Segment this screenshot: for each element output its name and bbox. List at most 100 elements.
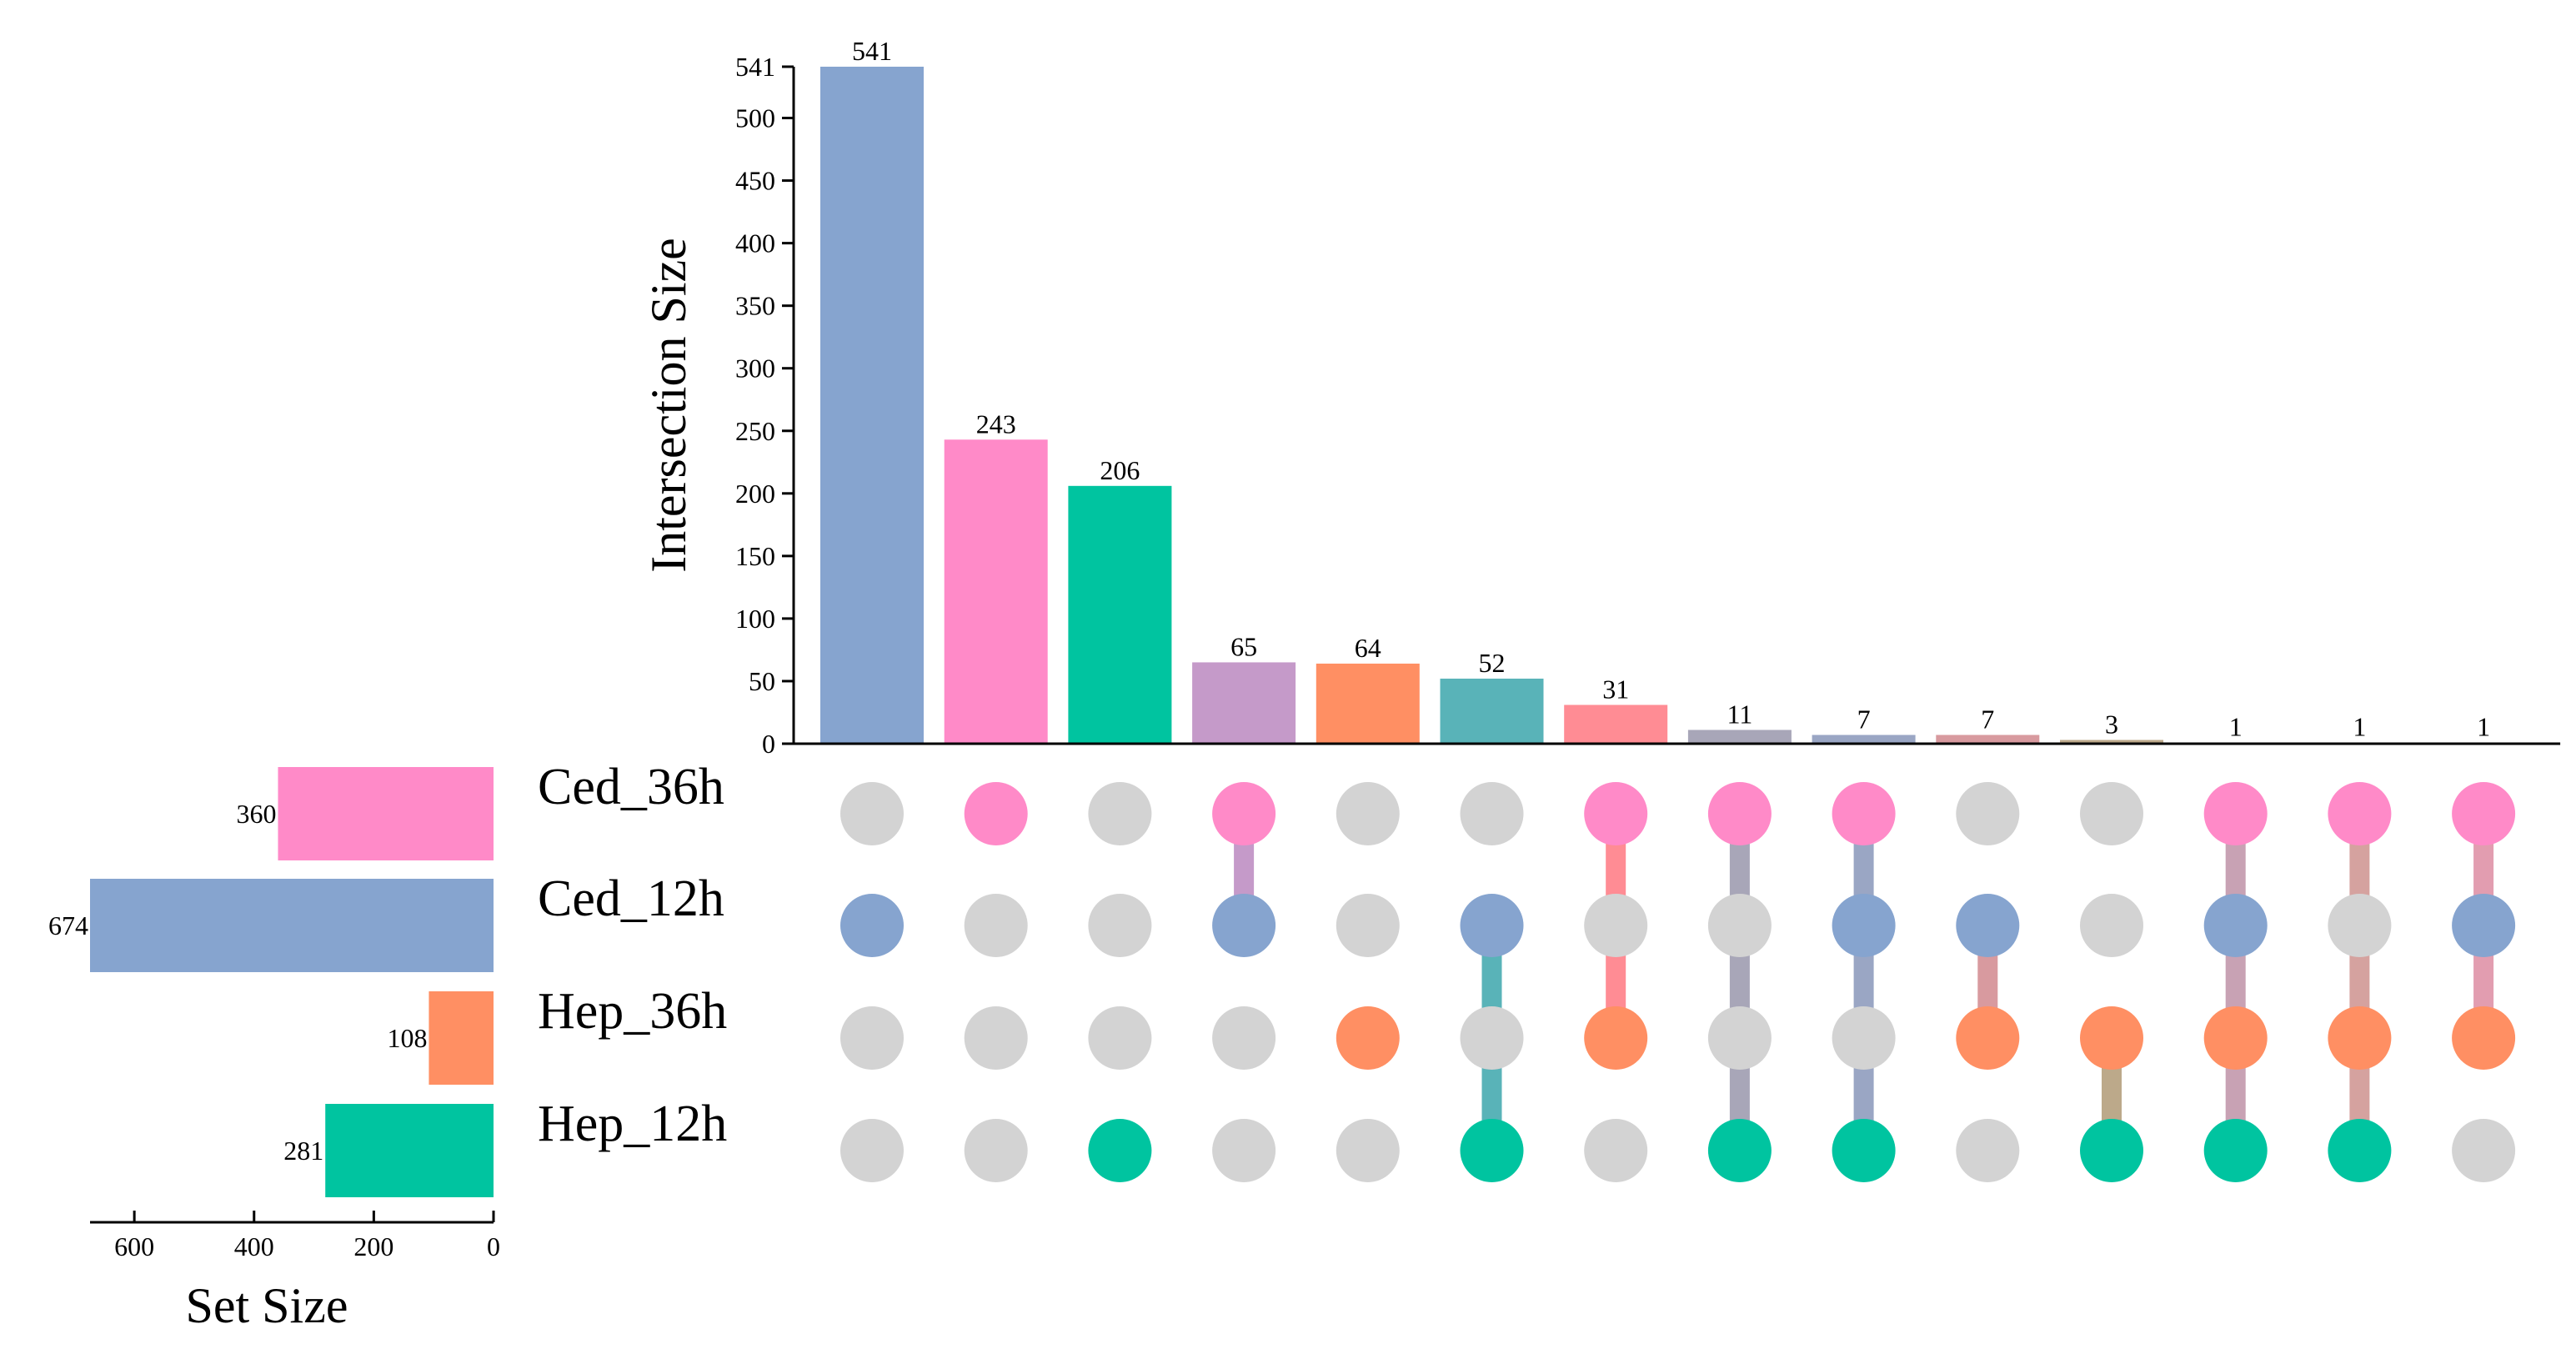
- x-tick-label-600: 600: [114, 1231, 154, 1261]
- y-tick-label-400: 400: [735, 228, 775, 258]
- bar-value-label-4: 65: [1230, 631, 1257, 661]
- y-axis-title: Intersection Size: [641, 238, 696, 573]
- x-tick-label-0: 0: [487, 1231, 500, 1261]
- set-name-ced-36h: Ced_36h: [538, 759, 724, 815]
- y-tick-label-450: 450: [735, 166, 775, 196]
- bar-value-label-7: 31: [1602, 674, 1629, 704]
- set-size-bar-ced-12h: [90, 879, 494, 972]
- set-size-axis: 600 400 200 0 Set Size: [90, 1211, 500, 1333]
- matrix-connector-8: [1729, 814, 1750, 1151]
- matrix-dot-11-hep-36h: [2080, 1006, 2143, 1070]
- y-tick-label-350: 350: [735, 291, 775, 321]
- set-size-bar-hep-12h: [325, 1104, 494, 1197]
- matrix-dot-11-ced-36h: [2080, 782, 2143, 845]
- set-size-label-ced-36h: 360: [236, 799, 276, 829]
- matrix-dot-4-ced-12h: [1212, 894, 1276, 957]
- y-tick-label-0: 0: [762, 729, 775, 759]
- matrix-dot-2-hep-36h: [964, 1006, 1028, 1070]
- intersection-bar-6: [1440, 678, 1544, 744]
- intersection-bar-7: [1564, 705, 1668, 744]
- intersection-bar-9: [1812, 735, 1916, 744]
- matrix-dot-10-hep-36h: [1956, 1006, 2020, 1070]
- intersection-bar-8: [1687, 730, 1792, 744]
- matrix-dot-3-hep-12h: [1088, 1119, 1152, 1182]
- matrix-dot-4-hep-36h: [1212, 1006, 1276, 1070]
- bar-value-label-10: 7: [1981, 704, 1994, 734]
- intersection-matrix: [840, 782, 2516, 1182]
- matrix-dot-12-ced-12h: [2203, 894, 2268, 957]
- matrix-dot-1-ced-12h: [840, 894, 904, 957]
- bar-value-label-8: 11: [1727, 699, 1752, 729]
- set-size-bars: 360 674 108 281: [48, 767, 494, 1197]
- matrix-dot-8-ced-12h: [1707, 894, 1772, 957]
- bar-value-label-11: 3: [2105, 709, 2118, 739]
- matrix-dot-14-hep-36h: [2452, 1006, 2516, 1070]
- bar-value-label-1: 541: [852, 36, 892, 66]
- matrix-dot-13-ced-12h: [2328, 894, 2392, 957]
- matrix-dot-2-ced-36h: [964, 782, 1028, 845]
- bar-value-label-13: 1: [2353, 711, 2366, 741]
- set-size-bar-ced-36h: [278, 767, 494, 860]
- matrix-dot-9-hep-12h: [1832, 1119, 1896, 1182]
- set-name-ced-12h: Ced_12h: [538, 870, 724, 927]
- intersection-bar-1: [820, 67, 924, 744]
- set-size-label-hep-36h: 108: [387, 1023, 427, 1053]
- intersection-bar-4: [1192, 662, 1296, 744]
- matrix-dot-5-hep-12h: [1336, 1119, 1400, 1182]
- matrix-dot-13-hep-12h: [2328, 1119, 2392, 1182]
- matrix-dot-5-ced-12h: [1336, 894, 1400, 957]
- matrix-dot-6-hep-12h: [1460, 1119, 1524, 1182]
- matrix-dot-3-hep-36h: [1088, 1006, 1152, 1070]
- y-tick-label-500: 500: [735, 103, 775, 133]
- matrix-dot-9-ced-36h: [1832, 782, 1896, 845]
- matrix-dot-10-ced-36h: [1956, 782, 2020, 845]
- set-name-hep-12h: Hep_12h: [538, 1096, 727, 1152]
- y-tick-label-50: 50: [749, 666, 775, 696]
- matrix-dot-5-hep-36h: [1336, 1006, 1400, 1070]
- matrix-dot-8-hep-36h: [1707, 1006, 1772, 1070]
- bar-value-label-12: 1: [2229, 711, 2243, 741]
- matrix-dot-12-ced-36h: [2203, 782, 2268, 845]
- intersection-bar-3: [1068, 485, 1172, 744]
- matrix-dot-8-hep-12h: [1707, 1119, 1772, 1182]
- set-size-label-hep-12h: 281: [283, 1136, 323, 1166]
- matrix-dot-10-ced-12h: [1956, 894, 2020, 957]
- matrix-dot-12-hep-36h: [2203, 1006, 2268, 1070]
- matrix-dot-7-ced-36h: [1584, 782, 1648, 845]
- matrix-dot-13-ced-36h: [2328, 782, 2392, 845]
- matrix-dot-3-ced-12h: [1088, 894, 1152, 957]
- matrix-dot-13-hep-36h: [2328, 1006, 2392, 1070]
- matrix-dot-1-hep-12h: [840, 1119, 904, 1182]
- matrix-dot-1-ced-36h: [840, 782, 904, 845]
- matrix-dot-7-hep-12h: [1584, 1119, 1648, 1182]
- bar-value-label-2: 243: [976, 409, 1016, 439]
- intersection-bar-5: [1316, 663, 1420, 744]
- set-name-hep-36h: Hep_36h: [538, 983, 727, 1040]
- set-size-label-ced-12h: 674: [48, 910, 88, 940]
- y-tick-label-150: 150: [735, 541, 775, 571]
- matrix-connector-12: [2225, 814, 2246, 1151]
- matrix-dot-8-ced-36h: [1707, 782, 1772, 845]
- x-tick-label-400: 400: [234, 1231, 274, 1261]
- matrix-dot-11-hep-12h: [2080, 1119, 2143, 1182]
- matrix-dot-2-hep-12h: [964, 1119, 1028, 1182]
- intersection-size-axis: 0 50 100 150 200 250 300 350 400 450 500 541 Interse…: [641, 52, 2561, 759]
- matrix-dot-7-hep-36h: [1584, 1006, 1648, 1070]
- bar-value-label-6: 52: [1479, 648, 1506, 678]
- intersection-bar-10: [1936, 735, 2040, 744]
- matrix-dot-6-ced-36h: [1460, 782, 1524, 845]
- matrix-dot-12-hep-12h: [2203, 1119, 2268, 1182]
- y-tick-label-100: 100: [735, 604, 775, 634]
- matrix-dot-6-ced-12h: [1460, 894, 1524, 957]
- matrix-dot-9-hep-36h: [1832, 1006, 1896, 1070]
- set-names: Ced_36h Ced_12h Hep_36h Hep_12h: [538, 759, 727, 1152]
- matrix-dot-5-ced-36h: [1336, 782, 1400, 845]
- y-tick-label-250: 250: [735, 416, 775, 446]
- bar-value-label-14: 1: [2477, 711, 2490, 741]
- y-tick-label-541: 541: [735, 52, 775, 82]
- bar-value-label-5: 64: [1355, 633, 1381, 663]
- matrix-dot-6-hep-36h: [1460, 1006, 1524, 1070]
- bar-value-label-9: 7: [1857, 704, 1871, 734]
